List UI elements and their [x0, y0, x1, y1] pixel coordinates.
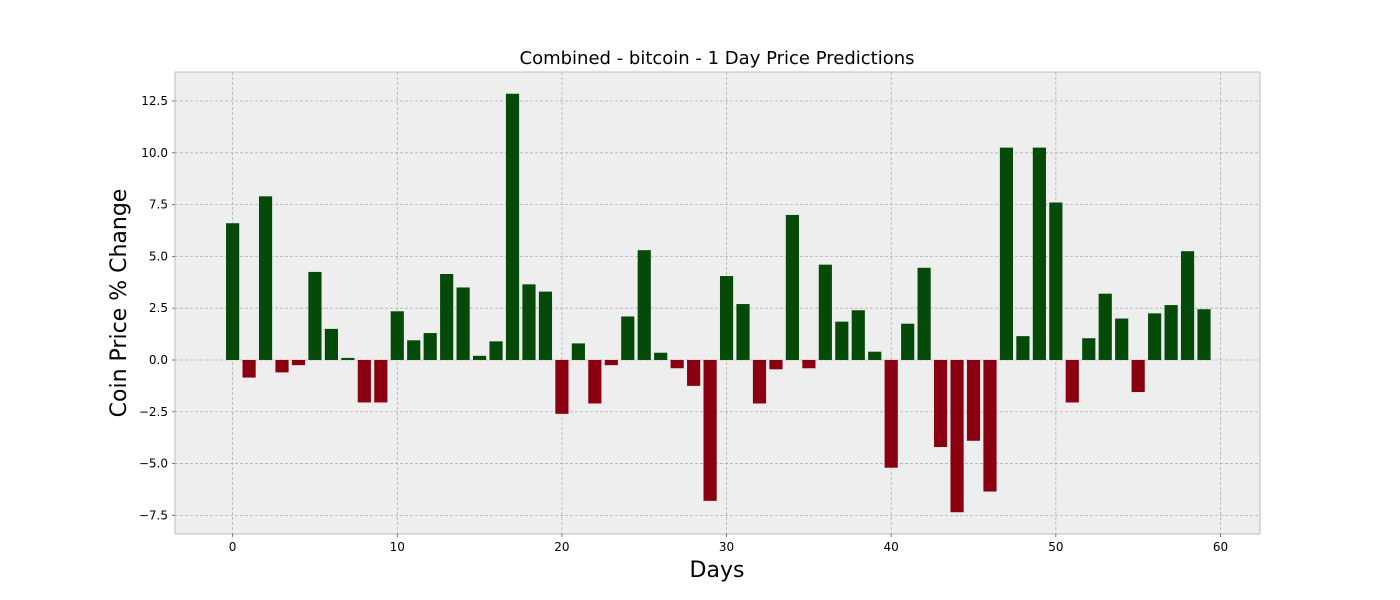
x-tick-label: 60: [1213, 540, 1228, 554]
bar: [588, 359, 602, 404]
bar: [818, 264, 832, 360]
bar: [719, 276, 734, 360]
bar: [884, 359, 898, 468]
bar: [423, 333, 437, 360]
y-tick-labels: −7.5 −5.0 −2.5 0.0 2.5 5.0 7.5 10.0 12.5: [139, 94, 175, 522]
bar: [703, 359, 717, 501]
bar: [736, 304, 750, 360]
bar: [950, 359, 964, 513]
y-tick-label: −7.5: [139, 508, 168, 522]
y-tick-label: 10.0: [141, 146, 168, 160]
x-axis-label: Days: [690, 558, 745, 583]
bar: [1032, 147, 1046, 360]
bar: [983, 359, 997, 492]
bar: [637, 250, 651, 360]
bar: [966, 359, 981, 441]
bar: [374, 359, 388, 403]
y-axis-label: Coin Price % Change: [107, 189, 132, 418]
bar: [901, 323, 915, 360]
bar: [505, 93, 520, 360]
y-tick-label: 5.0: [149, 249, 168, 263]
bar: [258, 196, 273, 360]
y-tick-label: 2.5: [149, 301, 168, 315]
bar: [324, 328, 338, 360]
x-tick-label: 0: [229, 540, 237, 554]
bar: [522, 284, 536, 360]
y-tick-label: −5.0: [139, 457, 168, 471]
y-tick-label: 12.5: [141, 94, 168, 108]
bar: [242, 359, 256, 378]
bar: [621, 316, 635, 360]
bar: [571, 343, 585, 360]
bar: [654, 352, 668, 360]
bar: [407, 340, 421, 360]
bar: [440, 273, 454, 360]
bar: [1148, 313, 1162, 360]
bar: [851, 310, 865, 360]
x-tick-label: 50: [1048, 540, 1063, 554]
bar: [291, 359, 306, 366]
chart-title: Combined - bitcoin - 1 Day Price Predict…: [520, 48, 915, 69]
bar: [917, 267, 931, 360]
bar: [670, 359, 684, 369]
bar: [785, 214, 799, 360]
x-tick-labels: 0 10 20 30 40 50 60: [229, 534, 1228, 554]
bar: [604, 359, 618, 366]
x-tick-label: 40: [884, 540, 899, 554]
bar: [1049, 202, 1063, 360]
bar: [357, 359, 371, 403]
bar: [802, 359, 816, 369]
bar: [687, 359, 701, 386]
bar: [1065, 359, 1079, 403]
plot-background: [174, 71, 1261, 535]
bar: [868, 351, 882, 360]
bar: [1098, 293, 1112, 360]
bar: [226, 223, 240, 360]
bar: [835, 321, 849, 360]
bar: [1197, 309, 1211, 360]
bar: [1131, 359, 1145, 393]
bar: [275, 359, 289, 373]
x-tick-label: 10: [390, 540, 405, 554]
bar: [769, 359, 783, 370]
y-tick-label: 0.0: [149, 353, 168, 367]
bar: [308, 271, 322, 360]
bar: [1115, 318, 1129, 360]
bar: [999, 147, 1014, 360]
y-tick-label: 7.5: [149, 198, 168, 212]
x-tick-label: 30: [719, 540, 734, 554]
bar: [1082, 338, 1096, 360]
bars: [226, 93, 1211, 513]
bar: [1016, 336, 1030, 360]
bar: [1180, 251, 1195, 360]
bar: [390, 311, 404, 360]
bar: [555, 359, 569, 414]
bar: [934, 359, 948, 447]
bar: [538, 291, 553, 360]
bar: [489, 341, 503, 360]
bar: [1164, 305, 1178, 360]
bar: [456, 287, 470, 360]
x-tick-label: 20: [554, 540, 569, 554]
bar: [473, 355, 487, 360]
bar: [752, 359, 767, 404]
y-tick-label: −2.5: [139, 405, 168, 419]
bar: [341, 357, 355, 360]
